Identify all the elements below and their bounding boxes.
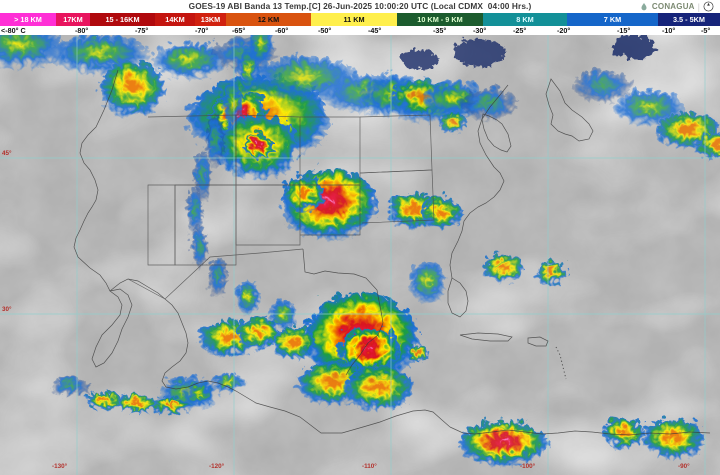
svg-text:45°: 45°	[2, 149, 12, 157]
svg-text:-130°: -130°	[52, 462, 68, 470]
svg-text:-100°: -100°	[520, 462, 536, 470]
svg-text:-90°: -90°	[678, 462, 690, 470]
svg-text:-110°: -110°	[362, 462, 377, 470]
svg-text:-120°: -120°	[209, 462, 225, 470]
svg-text:30°: 30°	[2, 305, 12, 313]
